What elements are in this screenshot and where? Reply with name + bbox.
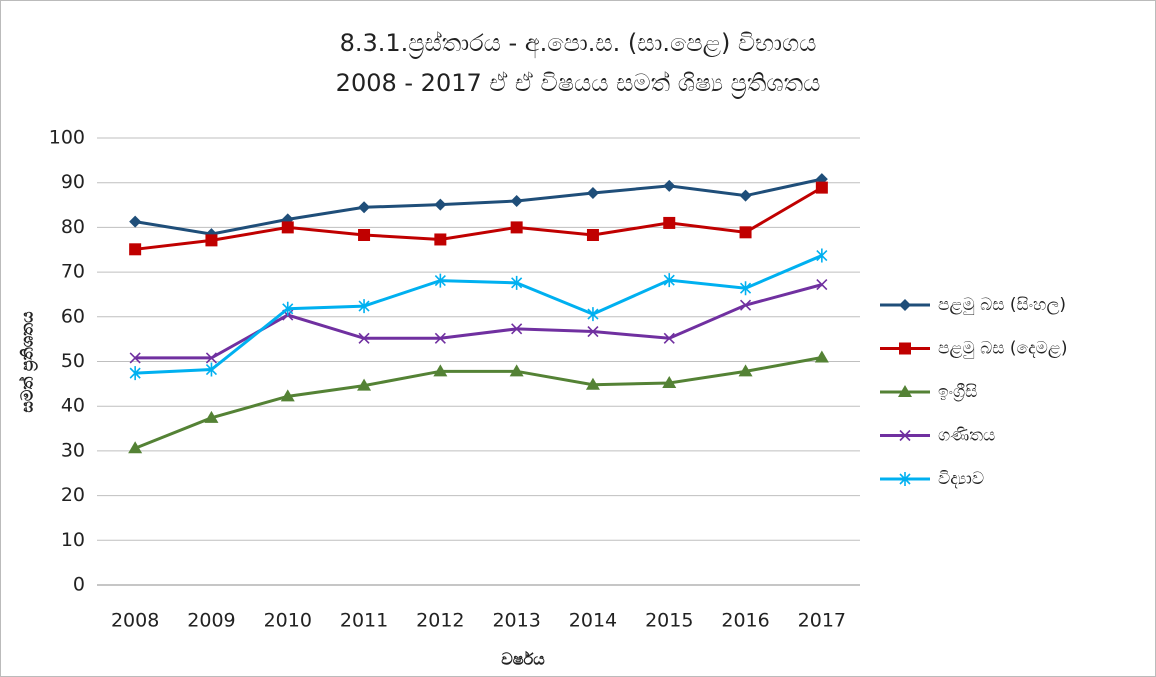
marker [129, 366, 141, 381]
marker [128, 441, 143, 454]
marker [587, 307, 599, 322]
x-tick-label: 2017 [798, 610, 846, 632]
marker [663, 273, 675, 288]
marker [282, 301, 294, 316]
legend-marker [899, 472, 911, 486]
x-tick-label: 2008 [111, 610, 159, 632]
y-axis-label: සමත් ප්‍රතිශතය [18, 311, 39, 413]
marker [205, 352, 218, 364]
x-tick-label: 2009 [187, 610, 235, 632]
marker [129, 352, 141, 364]
marker [358, 332, 370, 344]
marker [587, 325, 599, 338]
y-tick-label: 50 [61, 350, 85, 372]
marker [663, 179, 676, 192]
y-tick-label: 10 [61, 529, 85, 551]
y-tick-label: 70 [61, 261, 85, 283]
marker [739, 189, 752, 202]
marker [433, 364, 448, 377]
marker [358, 201, 371, 214]
legend-marker [899, 342, 911, 355]
legend-label: ගණිතය [938, 426, 995, 446]
marker [816, 248, 828, 263]
marker [204, 410, 219, 423]
marker [816, 279, 828, 291]
chart-title: 8.3.1.ප්‍රස්තාරය - අ.පො.ස. (සා.පෙළ) විභා… [340, 29, 817, 59]
chart-subtitle: 2008 - 2017 ඒ ඒ විෂයය සමත් ශිෂ්‍ය ප්‍රති… [336, 69, 821, 98]
series-line [134, 356, 823, 450]
marker [814, 350, 829, 363]
y-tick-label: 60 [61, 305, 85, 327]
marker [586, 228, 599, 241]
y-tick-label: 80 [61, 216, 85, 238]
marker [663, 332, 675, 344]
marker [434, 233, 447, 246]
legend-marker [899, 299, 911, 311]
y-tick-label: 30 [61, 439, 85, 461]
legend-label: විද්‍යාව [938, 469, 984, 489]
marker [662, 375, 677, 388]
x-tick-label: 2016 [721, 610, 769, 632]
marker [509, 364, 524, 377]
marker [510, 221, 523, 234]
y-tick-label: 100 [49, 127, 85, 149]
series-line [135, 254, 823, 375]
marker [281, 221, 294, 234]
y-tick-label: 90 [61, 171, 85, 193]
legend-marker [899, 429, 911, 442]
marker [205, 234, 218, 247]
marker [739, 226, 752, 239]
x-axis-label: වර්ෂය [501, 650, 545, 669]
x-tick-label: 2013 [492, 610, 540, 632]
y-tick-label: 40 [61, 395, 85, 417]
marker [510, 195, 523, 208]
marker [434, 198, 447, 211]
legend-label: පළමු බස (සිංහල) [938, 295, 1066, 315]
marker [739, 281, 752, 296]
marker [738, 364, 753, 377]
marker [511, 323, 523, 335]
marker [129, 215, 142, 228]
marker [585, 377, 600, 390]
marker [815, 181, 828, 194]
marker [358, 228, 371, 241]
marker [434, 273, 446, 288]
x-tick-label: 2011 [340, 610, 388, 632]
marker [511, 275, 523, 290]
marker [280, 389, 295, 402]
marker [129, 243, 142, 256]
x-tick-label: 2014 [569, 610, 617, 632]
legend-label: පළමු බස (දෙමළ) [938, 339, 1067, 359]
y-tick-label: 20 [61, 484, 85, 506]
series-line [135, 283, 823, 360]
marker [357, 378, 372, 391]
marker [205, 362, 218, 377]
series-line [134, 177, 823, 236]
x-tick-label: 2015 [645, 610, 693, 632]
marker [586, 186, 599, 199]
x-tick-label: 2010 [264, 610, 312, 632]
legend-marker [898, 385, 912, 397]
y-tick-label: 0 [73, 574, 85, 596]
series-line [134, 186, 823, 251]
marker [358, 299, 370, 314]
x-tick-label: 2012 [416, 610, 464, 632]
marker [663, 216, 676, 229]
marker [434, 332, 446, 344]
legend-label: ඉංග්‍රීසි [938, 382, 977, 402]
marker [739, 299, 752, 311]
